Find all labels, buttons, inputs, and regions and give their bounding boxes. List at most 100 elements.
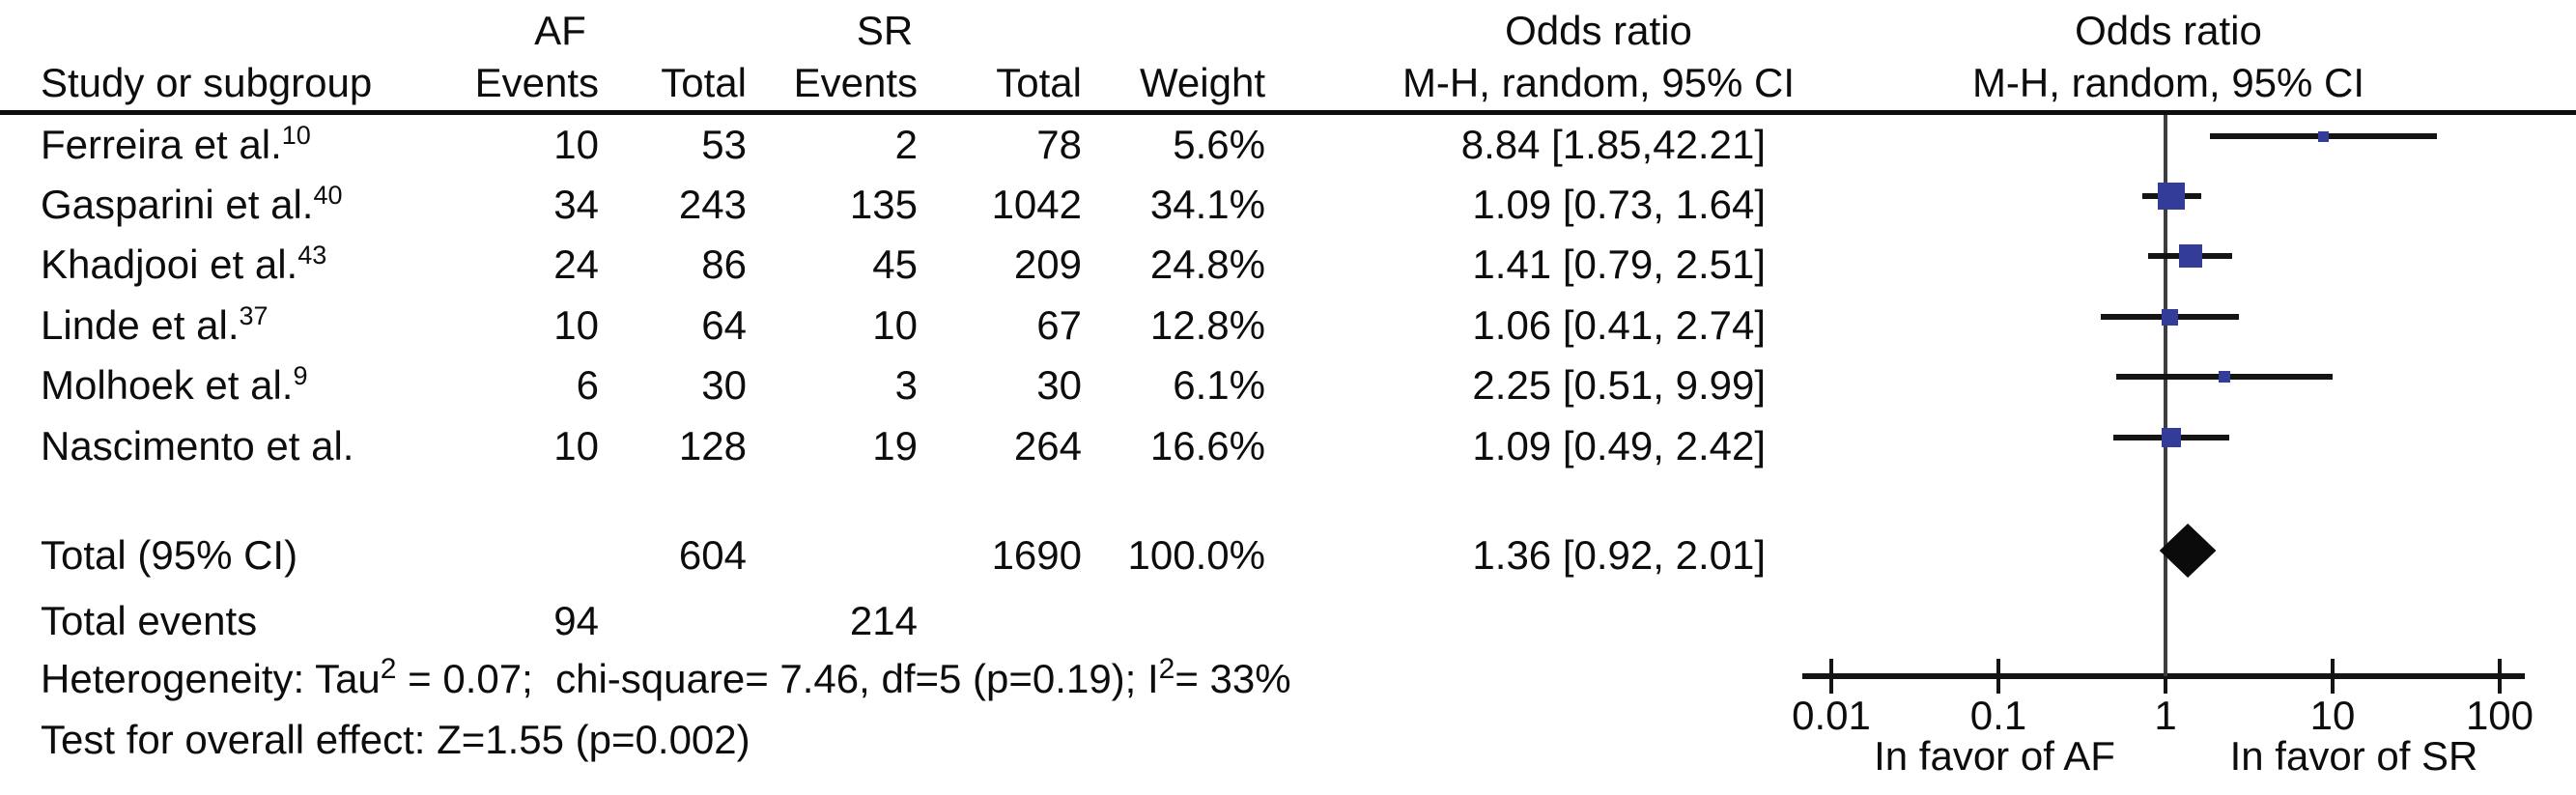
study-label: Nascimento et al.: [41, 423, 354, 468]
group-header-af: AF: [534, 8, 586, 53]
af-total-cell: 604: [678, 532, 747, 578]
or-square: [2218, 371, 2230, 383]
axis-tick-label: 0.1: [1969, 693, 2027, 738]
axis-tick: [2164, 659, 2167, 694]
axis-tick: [1996, 659, 2000, 694]
superscript-2: 2: [380, 653, 397, 685]
study-label: Molhoek et al.9: [41, 361, 308, 408]
axis-tick: [2498, 659, 2502, 694]
odds-ratio-cell: 1.36 [0.92, 2.01]: [1472, 532, 1766, 578]
study-reference-number: 43: [297, 241, 327, 270]
or-square: [2158, 183, 2186, 210]
study-label: Gasparini et al.40: [41, 181, 343, 227]
or-column-title: Odds ratio: [1505, 8, 1692, 53]
table-row: Gasparini et al.40 34 243 135 1042 34.1% 1.09 …: [0, 175, 2576, 235]
af-total-cell: 53: [701, 122, 747, 167]
study-reference-number: 10: [281, 121, 311, 150]
reference-line: [2164, 115, 2167, 676]
sr-total-cell: 1690: [991, 532, 1082, 578]
af-events-cell: 10: [553, 122, 599, 167]
weight-cell: 16.6%: [1149, 423, 1265, 468]
study-label: Ferreira et al.10: [41, 121, 311, 167]
axis-tick-label: 100: [2465, 693, 2534, 738]
study-reference-number: 40: [313, 181, 343, 210]
heterogeneity-line: Heterogeneity: Tau2 = 0.07; chi-square= …: [0, 649, 2576, 709]
group-header-sr: SR: [856, 8, 914, 53]
favor-right-label: In favor of SR: [2229, 733, 2478, 779]
superscript-2: 2: [1158, 653, 1175, 685]
odds-ratio-cell: 2.25 [0.51, 9.99]: [1472, 362, 1766, 408]
col-header-study: Study or subgroup: [41, 60, 373, 105]
sr-events-cell: 10: [872, 302, 918, 348]
study-label: Linde et al.37: [41, 301, 269, 348]
or-square: [2162, 428, 2182, 447]
table-row: Molhoek et al.9 6 30 3 30 6.1% 2.25 [0.51, 9.9…: [0, 355, 2576, 415]
col-header-af-events: Events: [474, 60, 599, 105]
odds-ratio-cell: 1.41 [0.79, 2.51]: [1472, 241, 1766, 287]
heterogeneity-text: Heterogeneity: Tau2 = 0.07; chi-square= …: [41, 653, 1291, 702]
favor-left-label: In favor of AF: [1874, 733, 2115, 779]
af-total-cell: 30: [701, 362, 747, 408]
or-square: [2178, 244, 2202, 268]
af-total-cell: 128: [678, 423, 747, 468]
plot-title: Odds ratio: [2075, 8, 2262, 53]
sr-events-cell: 135: [849, 182, 918, 227]
odds-ratio-cell: 1.09 [0.73, 1.64]: [1472, 182, 1766, 227]
table-row: Linde et al.37 10 64 10 67 12.8% 1.06 [0.41, 2…: [0, 296, 2576, 355]
table-row: Khadjooi et al.43 24 86 45 209 24.8% 1.41 [0.7…: [0, 235, 2576, 295]
sr-total-cell: 1042: [991, 182, 1082, 227]
table-row: Nascimento et al. 10 128 19 264 16.6% 1.09 [0.…: [0, 416, 2576, 476]
sr-total-cell: 67: [1036, 302, 1082, 348]
af-total-cell: 243: [678, 182, 747, 227]
sr-events-cell: 214: [849, 598, 918, 643]
weight-cell: 100.0%: [1127, 532, 1265, 578]
overall-effect-text: Test for overall effect: Z=1.55 (p=0.002…: [41, 717, 750, 762]
study-reference-number: 9: [293, 361, 308, 390]
sr-total-cell: 264: [1013, 423, 1082, 468]
af-events-cell: 10: [553, 423, 599, 468]
table-row-total: Total (95% CI) 604 1690 100.0% 1.36 [0.92, 2…: [0, 525, 2576, 585]
table-row-total-events: Total events 94 214: [0, 591, 2576, 651]
table-row: Ferreira et al.10 10 53 2 78 5.6% 8.84 [1.85,4…: [0, 115, 2576, 175]
weight-cell: 5.6%: [1173, 122, 1265, 167]
sr-events-cell: 45: [872, 241, 918, 287]
col-header-weight: Weight: [1140, 60, 1265, 105]
af-events-cell: 94: [553, 598, 599, 643]
col-header-sr-events: Events: [793, 60, 918, 105]
odds-ratio-cell: 8.84 [1.85,42.21]: [1460, 122, 1766, 167]
sr-events-cell: 19: [872, 423, 918, 468]
af-events-cell: 6: [576, 362, 599, 408]
overall-effect-line: Test for overall effect: Z=1.55 (p=0.002…: [0, 710, 2576, 770]
or-square: [2318, 130, 2330, 142]
plot-subtitle: M-H, random, 95% CI: [1971, 60, 2365, 105]
af-events-cell: 10: [553, 302, 599, 348]
axis-tick: [1829, 659, 1833, 694]
weight-cell: 24.8%: [1149, 241, 1265, 287]
sr-total-cell: 209: [1013, 241, 1082, 287]
col-header-af-total: Total: [661, 60, 747, 105]
sr-events-cell: 3: [894, 362, 918, 408]
af-events-cell: 24: [553, 241, 599, 287]
study-reference-number: 37: [239, 301, 269, 330]
study-label: Khadjooi et al.43: [41, 241, 327, 287]
sr-total-cell: 78: [1036, 122, 1082, 167]
axis-tick-label: 0.01: [1792, 693, 1871, 738]
af-events-cell: 34: [553, 182, 599, 227]
axis-tick-label: 10: [2309, 693, 2356, 738]
weight-cell: 6.1%: [1173, 362, 1265, 408]
or-square: [2161, 308, 2178, 326]
odds-ratio-cell: 1.06 [0.41, 2.74]: [1472, 302, 1766, 348]
sr-total-cell: 30: [1036, 362, 1082, 408]
af-total-cell: 86: [701, 241, 747, 287]
odds-ratio-cell: 1.09 [0.49, 2.42]: [1472, 423, 1766, 468]
total-label: Total (95% CI): [41, 532, 298, 578]
af-total-cell: 64: [701, 302, 747, 348]
total-events-label: Total events: [41, 598, 258, 643]
col-header-mh-ci: M-H, random, 95% CI: [1401, 60, 1796, 105]
weight-cell: 34.1%: [1149, 182, 1265, 227]
axis-tick-label: 1: [2154, 693, 2177, 738]
weight-cell: 12.8%: [1149, 302, 1265, 348]
header-rule: [0, 110, 2576, 115]
axis-tick: [2331, 659, 2335, 694]
